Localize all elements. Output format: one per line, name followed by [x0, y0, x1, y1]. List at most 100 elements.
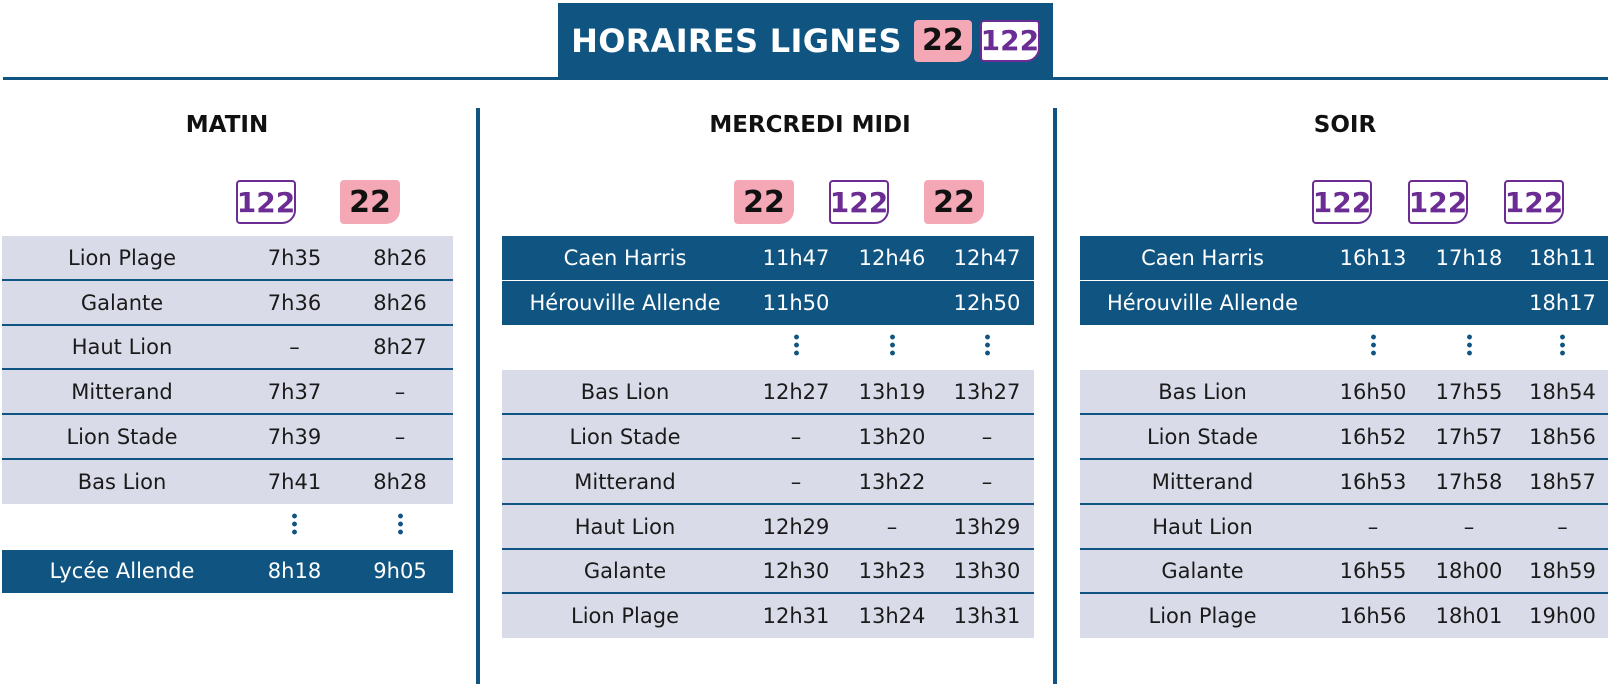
table-row: Haut Lion 12h29 – 13h29: [502, 504, 1034, 549]
stop-name: Galante: [583, 559, 667, 584]
stop-name: Haut Lion: [574, 514, 676, 539]
departure-time: 13h19: [858, 380, 926, 405]
departure-time: 16h56: [1339, 604, 1407, 629]
departure-time: –: [1557, 514, 1568, 539]
row-separator: [502, 502, 1034, 505]
stop-name: Haut Lion: [71, 335, 173, 360]
row-separator: [2, 323, 453, 326]
table-row: Haut Lion – 8h27: [2, 325, 453, 370]
departure-time: –: [1367, 514, 1379, 539]
departure-time: –: [394, 380, 406, 405]
row-separator: [1080, 547, 1608, 550]
departure-time: 7h39: [267, 425, 322, 450]
row-separator: [1080, 592, 1608, 595]
departure-time: 13h22: [858, 469, 926, 494]
departure-time: 16h50: [1339, 380, 1407, 405]
departure-time: 12h46: [858, 245, 926, 270]
departure-time: 16h13: [1339, 245, 1407, 270]
stop-name: Galante: [80, 290, 164, 315]
vertical-ellipsis-icon: [889, 332, 895, 357]
row-separator: [502, 592, 1034, 595]
stop-name: Lion Plage: [1148, 604, 1257, 629]
vertical-ellipsis-icon: [1466, 332, 1472, 357]
table-row: Lion Plage 12h31 13h24 13h31: [502, 594, 1034, 639]
table-row: Lion Stade – 13h20 –: [502, 415, 1034, 459]
stop-name: Bas Lion: [580, 380, 670, 405]
vertical-ellipsis-icon: [1370, 332, 1376, 357]
departure-time: 8h26: [373, 245, 427, 270]
table-row: Bas Lion 12h27 13h19 13h27: [502, 370, 1034, 415]
departure-time: 8h28: [373, 469, 427, 494]
table-row: Lycée Allende 8h18 9h05: [2, 549, 453, 594]
departure-time: 18h54: [1529, 380, 1596, 405]
departure-time: 18h17: [1529, 290, 1596, 315]
departure-time: 17h57: [1435, 425, 1503, 450]
row-separator: [502, 413, 1034, 416]
departure-time: 12h30: [762, 559, 830, 584]
table-row: Galante 16h55 18h00 18h59: [1080, 549, 1608, 594]
row-separator: [502, 458, 1034, 460]
row-separator: [2, 368, 453, 371]
stop-name: Hérouville Allende: [529, 290, 721, 315]
line-badge-122: 122: [236, 180, 296, 224]
departure-time: –: [289, 335, 300, 360]
title-banner: HORAIRES LIGNES 22 122: [558, 3, 1053, 78]
continuation-dots: [1325, 332, 1421, 362]
row-separator: [1080, 413, 1608, 416]
stop-name: Lion Stade: [1146, 425, 1259, 450]
vertical-ellipsis-icon: [793, 332, 799, 357]
row-separator: [1080, 502, 1608, 505]
departure-time: –: [981, 425, 993, 450]
departure-time: 11h50: [762, 290, 830, 315]
departure-time: 7h41: [267, 469, 322, 494]
departure-time: 13h20: [858, 425, 926, 450]
departure-time: 11h47: [762, 245, 830, 270]
departure-time: 9h05: [373, 559, 427, 584]
stop-name: Lion Plage: [68, 245, 176, 270]
line-badge-22: 22: [734, 180, 794, 224]
table-row: Galante 7h36 8h26: [2, 280, 453, 325]
departure-time: 12h50: [953, 290, 1021, 315]
stop-name: Caen Harris: [1141, 245, 1264, 270]
section-title: SOIR: [1313, 112, 1377, 138]
continuation-dots: [844, 332, 940, 362]
line-badge-22: 22: [913, 19, 972, 62]
stop-name: Bas Lion: [77, 469, 167, 494]
continuation-dots: [1421, 332, 1517, 362]
vertical-ellipsis-icon: [1560, 332, 1565, 357]
table-row: [2, 505, 453, 549]
table-row: Lion Stade 7h39 –: [2, 415, 453, 459]
continuation-dots: [1517, 332, 1608, 362]
table-row: [502, 326, 1034, 370]
departure-time: 18h11: [1529, 245, 1596, 270]
departure-time: 7h35: [267, 245, 322, 270]
departure-time: 18h01: [1435, 604, 1503, 629]
stop-name: Hérouville Allende: [1106, 290, 1299, 315]
stop-name: Mitterand: [574, 469, 676, 494]
departure-time: 13h24: [858, 604, 926, 629]
table-row: Caen Harris 11h47 12h46 12h47: [502, 236, 1034, 280]
row-separator: [2, 413, 453, 416]
departure-time: 7h36: [267, 290, 322, 315]
stop-name: Haut Lion: [1152, 514, 1253, 539]
departure-time: 17h55: [1435, 380, 1503, 405]
row-separator: [1080, 458, 1608, 460]
table-row: Lion Plage 16h56 18h01 19h00: [1080, 594, 1608, 639]
departure-time: 16h52: [1339, 425, 1407, 450]
table-row: Haut Lion – – –: [1080, 504, 1608, 549]
departure-time: 17h18: [1435, 245, 1503, 270]
departure-time: 8h18: [267, 559, 322, 584]
stop-name: Lion Stade: [569, 425, 681, 450]
row-separator: [2, 278, 453, 281]
vertical-ellipsis-icon: [984, 332, 990, 357]
departure-time: 7h37: [267, 380, 322, 405]
departure-time: 16h53: [1339, 469, 1407, 494]
line-badge-122: 122: [1408, 180, 1468, 224]
table-row: Lion Plage 7h35 8h26: [2, 236, 453, 280]
departure-time: 18h59: [1529, 559, 1596, 584]
stop-name: Mitterand: [71, 380, 173, 405]
line-badge-122: 122: [829, 180, 889, 224]
section-divider: [1053, 108, 1057, 684]
departure-time: 12h47: [953, 245, 1021, 270]
header-rule: [3, 77, 1608, 80]
